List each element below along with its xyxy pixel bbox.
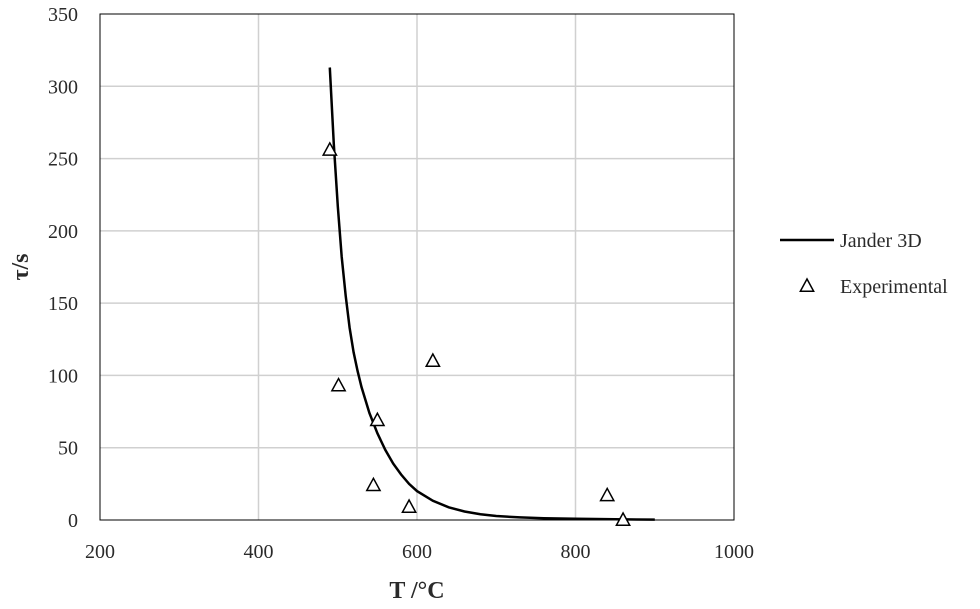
y-tick-label: 200 <box>48 221 78 243</box>
data-point-experimental <box>369 411 386 427</box>
data-point-experimental <box>330 376 347 392</box>
y-tick-label: 0 <box>68 510 78 532</box>
x-tick-label: 200 <box>85 541 115 563</box>
data-point-experimental <box>615 511 631 526</box>
y-tick-label: 100 <box>48 365 78 387</box>
gridlines <box>100 14 734 520</box>
y-tick-label: 150 <box>48 293 78 315</box>
data-point-experimental <box>365 476 382 492</box>
tick-labels: 200 400 600 800 1000 0 50 100 150 200 250 300 350 <box>48 4 754 563</box>
legend-label: Experimental <box>840 276 948 298</box>
x-axis-title: T /°C <box>389 578 444 604</box>
y-tick-label: 50 <box>58 438 78 460</box>
series-line-jander-3d <box>328 67 655 521</box>
data-point-experimental <box>321 141 338 156</box>
legend-swatch-triangle <box>799 277 815 292</box>
legend-label: Jander 3D <box>840 230 922 252</box>
data-point-experimental <box>401 498 417 513</box>
y-tick-label: 250 <box>48 149 78 171</box>
x-tick-label: 1000 <box>714 541 754 563</box>
data-point-experimental <box>424 352 441 367</box>
y-tick-label: 350 <box>48 4 78 26</box>
x-tick-label: 600 <box>402 541 432 563</box>
x-tick-label: 400 <box>244 541 274 563</box>
y-axis-title: τ/s <box>8 253 34 280</box>
y-tick-label: 300 <box>48 76 78 98</box>
data-point-experimental <box>599 486 616 502</box>
x-tick-label: 800 <box>561 541 591 563</box>
series <box>321 67 655 526</box>
plot-area-border <box>99 13 735 521</box>
legend: Jander 3D Experimental <box>780 230 948 298</box>
